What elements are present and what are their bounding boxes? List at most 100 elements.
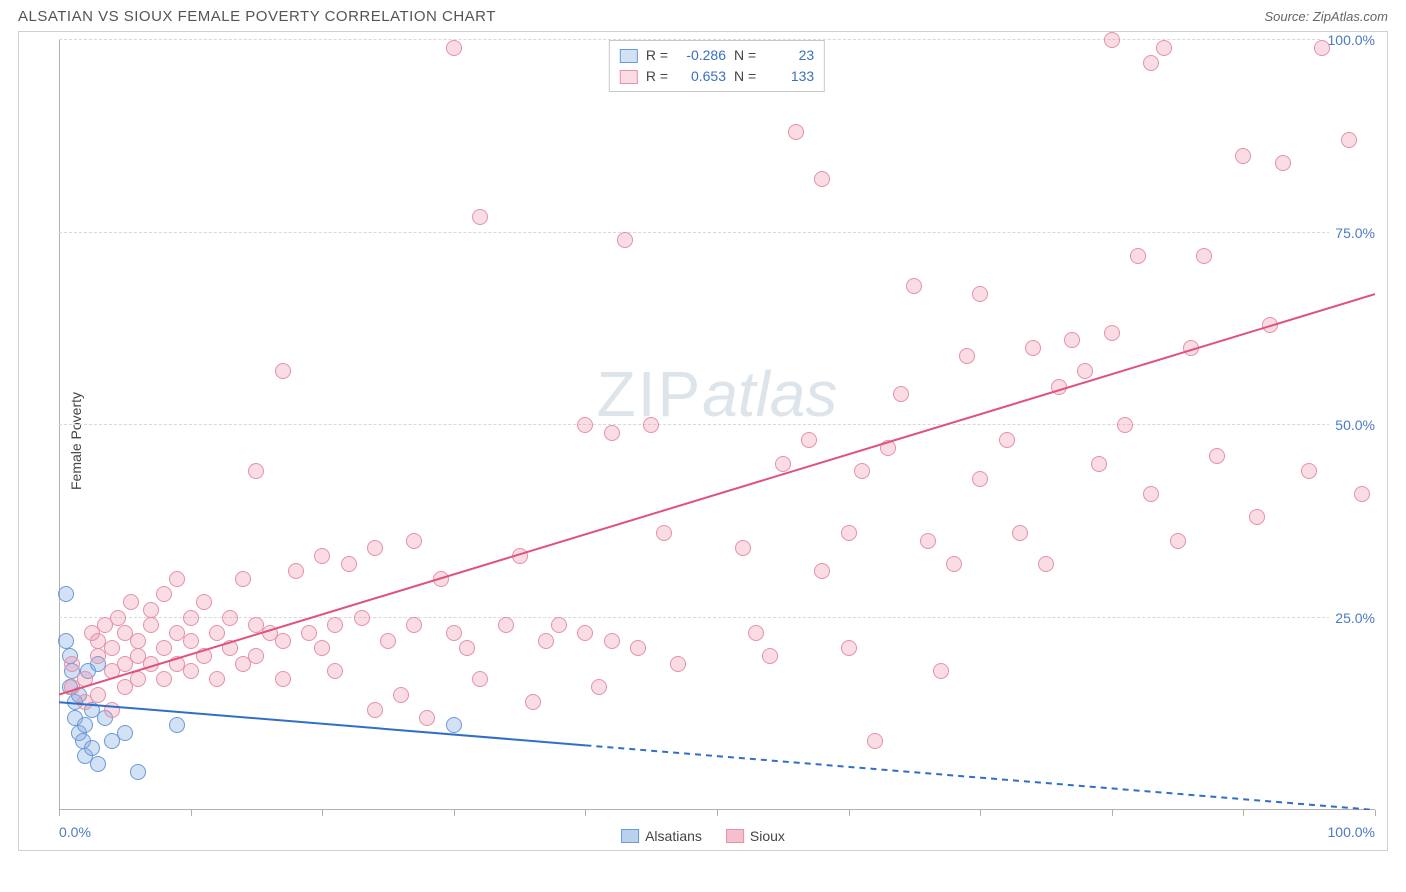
r-label: R = [646, 66, 668, 87]
data-point [183, 633, 199, 649]
data-point [472, 671, 488, 687]
x-tick-mark [585, 810, 586, 816]
data-point [630, 640, 646, 656]
n-label: N = [734, 66, 756, 87]
swatch-sioux [620, 70, 638, 84]
legend-item-alsatians: Alsatians [621, 828, 702, 844]
data-point [123, 594, 139, 610]
n-value-sioux: 133 [764, 66, 814, 87]
data-point [446, 625, 462, 641]
data-point [143, 656, 159, 672]
data-point [591, 679, 607, 695]
data-point [762, 648, 778, 664]
x-tick-mark [322, 810, 323, 816]
data-point [814, 171, 830, 187]
data-point [327, 617, 343, 633]
legend-label-sioux: Sioux [750, 828, 785, 844]
header: ALSATIAN VS SIOUX FEMALE POVERTY CORRELA… [0, 0, 1406, 31]
swatch-alsatians-icon [621, 829, 639, 843]
data-point [577, 417, 593, 433]
data-point [788, 124, 804, 140]
data-point [748, 625, 764, 641]
data-point [327, 663, 343, 679]
data-point [1025, 340, 1041, 356]
data-point [1170, 533, 1186, 549]
data-point [1235, 148, 1251, 164]
x-tick-mark [980, 810, 981, 816]
r-value-sioux: 0.653 [676, 66, 726, 87]
data-point [143, 617, 159, 633]
gridline [59, 424, 1375, 425]
data-point [156, 586, 172, 602]
data-point [1117, 417, 1133, 433]
data-point [196, 594, 212, 610]
data-point [1183, 340, 1199, 356]
data-point [433, 571, 449, 587]
data-point [406, 617, 422, 633]
data-point [538, 633, 554, 649]
data-point [512, 548, 528, 564]
source-attribution: Source: ZipAtlas.com [1264, 9, 1388, 24]
gridline [59, 232, 1375, 233]
x-tick-mark [59, 810, 60, 816]
data-point [301, 625, 317, 641]
data-point [117, 725, 133, 741]
trend-line [59, 294, 1375, 694]
data-point [525, 694, 541, 710]
data-point [275, 633, 291, 649]
data-point [104, 640, 120, 656]
data-point [946, 556, 962, 572]
data-point [156, 640, 172, 656]
data-point [1209, 448, 1225, 464]
data-point [906, 278, 922, 294]
data-point [446, 40, 462, 56]
watermark-atlas: atlas [702, 358, 837, 430]
data-point [380, 633, 396, 649]
series-legend: Alsatians Sioux [621, 828, 785, 844]
data-point [841, 640, 857, 656]
data-point [156, 671, 172, 687]
correlation-legend: R = -0.286 N = 23 R = 0.653 N = 133 [609, 40, 825, 92]
watermark: ZIPatlas [597, 357, 838, 431]
data-point [419, 710, 435, 726]
data-point [972, 286, 988, 302]
data-point [1156, 40, 1172, 56]
data-point [999, 432, 1015, 448]
data-point [1064, 332, 1080, 348]
x-tick-label: 0.0% [59, 824, 91, 840]
data-point [130, 671, 146, 687]
data-point [367, 540, 383, 556]
data-point [775, 456, 791, 472]
x-tick-mark [1243, 810, 1244, 816]
data-point [459, 640, 475, 656]
data-point [77, 671, 93, 687]
data-point [577, 625, 593, 641]
data-point [354, 610, 370, 626]
chart-title: ALSATIAN VS SIOUX FEMALE POVERTY CORRELA… [18, 8, 496, 25]
data-point [1249, 509, 1265, 525]
source-label: Source: [1264, 9, 1312, 24]
legend-item-sioux: Sioux [726, 828, 785, 844]
data-point [288, 563, 304, 579]
trend-line [59, 702, 585, 745]
data-point [222, 610, 238, 626]
legend-row-alsatians: R = -0.286 N = 23 [620, 45, 814, 66]
data-point [64, 656, 80, 672]
data-point [959, 348, 975, 364]
data-point [1301, 463, 1317, 479]
data-point [209, 625, 225, 641]
x-tick-mark [454, 810, 455, 816]
data-point [248, 463, 264, 479]
data-point [814, 563, 830, 579]
x-tick-mark [717, 810, 718, 816]
data-point [656, 525, 672, 541]
plot-area: ZIPatlas R = -0.286 N = 23 R = 0.653 N =… [59, 40, 1375, 810]
data-point [393, 687, 409, 703]
data-point [183, 610, 199, 626]
data-point [551, 617, 567, 633]
data-point [58, 633, 74, 649]
data-point [169, 717, 185, 733]
data-point [1143, 486, 1159, 502]
data-point [1262, 317, 1278, 333]
data-point [341, 556, 357, 572]
